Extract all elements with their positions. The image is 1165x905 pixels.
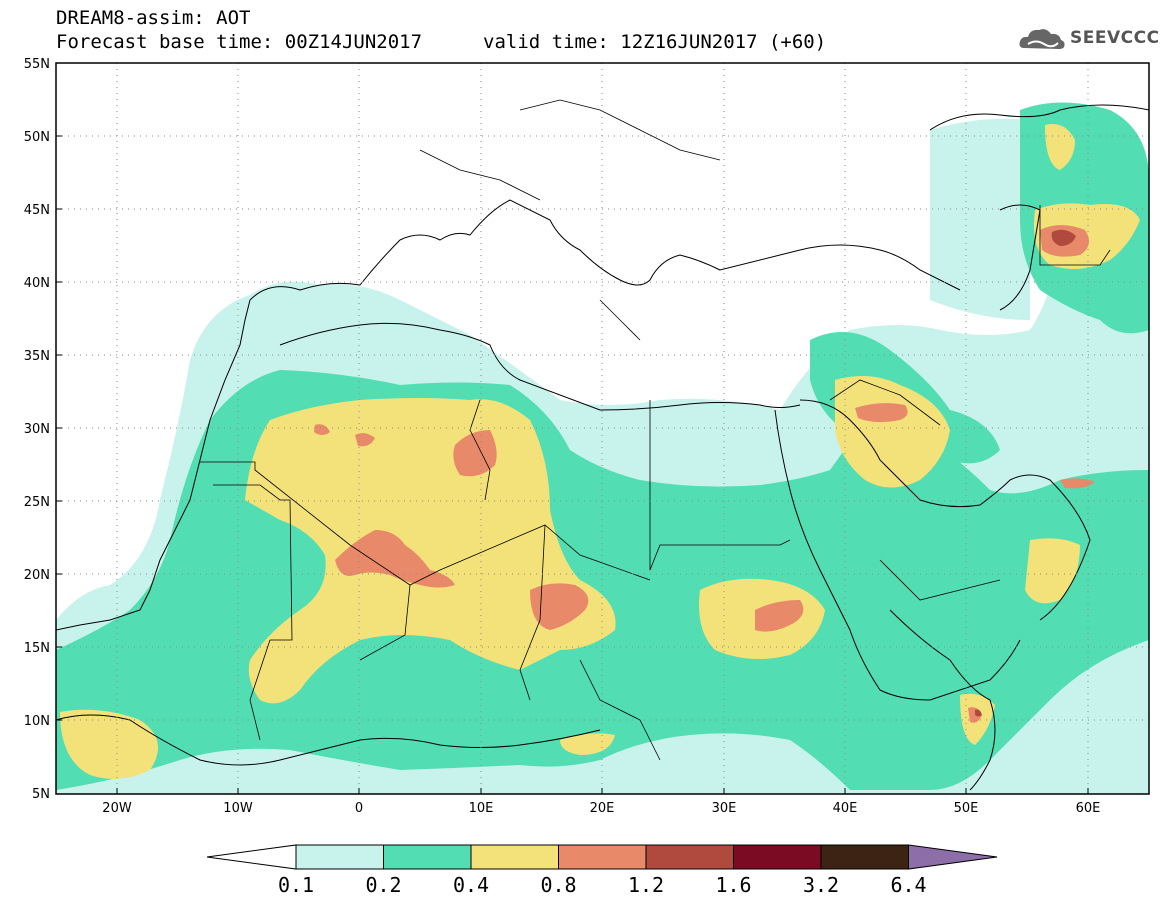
colorbar-label: 1.2 [628, 873, 664, 897]
lat-label: 45N [24, 203, 50, 218]
colorbar [206, 844, 998, 870]
colorbar-segment [645, 844, 734, 870]
lat-label: 10N [24, 714, 50, 729]
lat-label: 20N [24, 568, 50, 583]
lat-label: 40N [24, 276, 50, 291]
grid-lines [56, 63, 1149, 794]
valid-time-label: valid time: 12Z16JUN2017 (+60) [483, 31, 827, 53]
lon-label: 10W [223, 801, 253, 816]
country-borders [200, 99, 1111, 761]
lat-label: 35N [24, 349, 50, 364]
lon-label: 40E [833, 801, 858, 816]
lat-label: 30N [24, 422, 50, 437]
colorbar-segment [820, 844, 909, 870]
lat-label: 25N [24, 495, 50, 510]
logo-text: SEEVCCC [1070, 28, 1160, 48]
lat-label: 55N [24, 57, 50, 72]
colorbar-segment [558, 844, 647, 870]
lon-label: 50E [954, 801, 979, 816]
axis-ticks [56, 62, 1089, 794]
lat-label: 50N [24, 130, 50, 145]
colorbar-label: 6.4 [890, 873, 926, 897]
colorbar-label: 0.1 [278, 873, 314, 897]
colorbar-high-arrow [908, 844, 998, 870]
lon-label: 30E [712, 801, 737, 816]
lon-label: 60E [1076, 801, 1101, 816]
colorbar-segment [295, 844, 384, 870]
lon-label: 10E [469, 801, 494, 816]
cloud-logo-icon [1019, 29, 1065, 49]
colorbar-low-arrow [206, 844, 297, 870]
aot-fields [56, 102, 1149, 794]
coastlines [56, 104, 1149, 791]
aot-level-0-8 [314, 225, 1095, 723]
aot-level-1-2 [975, 229, 1076, 717]
latitude-labels: 55N 50N 45N 40N 35N 30N 25N 20N 15N 10N … [24, 57, 50, 802]
map-title: DREAM8-assim: AOT [56, 7, 251, 29]
lon-label: 0 [355, 801, 363, 816]
lon-label: 20W [102, 801, 132, 816]
colorbar-segment [383, 844, 472, 870]
colorbar-label: 0.8 [540, 873, 576, 897]
colorbar-label: 3.2 [803, 873, 839, 897]
lon-label: 20E [590, 801, 615, 816]
lat-label: 15N [24, 641, 50, 656]
base-time-label: Forecast base time: 00Z14JUN2017 [56, 31, 423, 53]
colorbar-segment [733, 844, 822, 870]
colorbar-label: 0.4 [453, 873, 489, 897]
colorbar-label: 1.6 [715, 873, 751, 897]
colorbar-segment [470, 844, 559, 870]
lat-label: 5N [32, 787, 50, 802]
longitude-labels: 20W 10W 0 10E 20E 30E 40E 50E 60E [102, 801, 1100, 816]
colorbar-labels: 0.1 0.2 0.4 0.8 1.2 1.6 3.2 6.4 [278, 873, 927, 897]
colorbar-label: 0.2 [365, 873, 401, 897]
